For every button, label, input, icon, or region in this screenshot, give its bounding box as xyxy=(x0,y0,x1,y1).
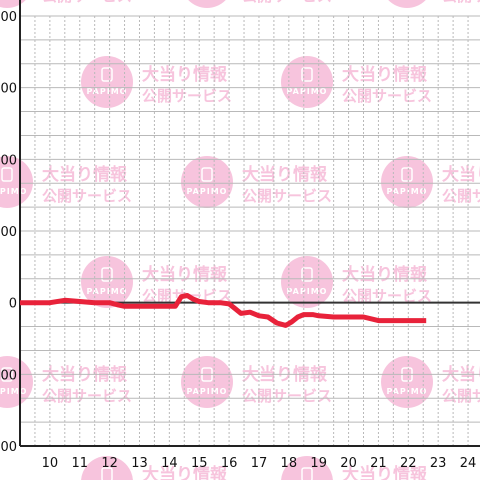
watermark-line2: 公開サービス xyxy=(42,387,132,405)
watermark-line1: 大当り情報 xyxy=(242,164,328,185)
y-tick-label: 0 xyxy=(9,297,17,312)
y-tick-label: -3,000 xyxy=(0,368,17,383)
x-tick-label: 12 xyxy=(101,456,118,471)
watermark-brand: PAPIMO xyxy=(287,87,328,96)
watermark-line2: 公開サービス xyxy=(442,187,480,205)
watermark-line1: 大当り情報 xyxy=(142,464,228,480)
watermark-logo-icon xyxy=(381,156,433,208)
x-tick-label: 17 xyxy=(251,456,268,471)
watermark-line1: 大当り情報 xyxy=(342,64,428,85)
x-tick-label: 13 xyxy=(131,456,148,471)
watermark-line1: 大当り情報 xyxy=(342,264,428,285)
watermark-logo-icon xyxy=(0,0,33,8)
x-tick-labels: 10 11 12 13 14 15 16 17 18 19 20 21 22 23 24 xyxy=(42,456,477,471)
watermark-brand: PAPIMO xyxy=(187,187,228,196)
watermark-logo-icon xyxy=(181,156,233,208)
x-tick-label: 18 xyxy=(281,456,298,471)
watermark-brand: PAPIMO xyxy=(187,387,228,396)
x-tick-label: 11 xyxy=(71,456,88,471)
y-tick-label: 12,000 xyxy=(0,10,17,25)
x-tick-label: 22 xyxy=(400,456,417,471)
y-tick-label: -6,000 xyxy=(0,440,17,455)
watermark-brand: PAPIMO xyxy=(87,87,128,96)
watermark-line2: 公開サービス xyxy=(342,87,432,105)
watermark-brand: PAPIMO xyxy=(0,387,27,396)
watermark-line2: 公開サービス xyxy=(442,0,480,5)
y-tick-label: 9,000 xyxy=(0,82,17,97)
watermark-line2: 公開サービス xyxy=(142,87,232,105)
x-tick-label: 10 xyxy=(42,456,59,471)
watermark-logo-icon xyxy=(181,356,233,408)
watermark-logo-icon xyxy=(181,0,233,8)
x-tick-label: 19 xyxy=(310,456,327,471)
watermark-line2: 公開サービス xyxy=(442,387,480,405)
watermark-logo-icon xyxy=(381,0,433,8)
watermark-brand: PAPIMO xyxy=(387,187,428,196)
watermark-line1: 大当り情報 xyxy=(42,164,128,185)
watermark-line1: 大当り情報 xyxy=(442,164,480,185)
watermark-brand: PAPIMO xyxy=(87,287,128,296)
watermark-line2: 公開サービス xyxy=(242,0,332,5)
watermark-logo-icon xyxy=(381,356,433,408)
x-tick-label: 21 xyxy=(370,456,387,471)
x-tick-label: 14 xyxy=(161,456,178,471)
x-tick-label: 16 xyxy=(221,456,238,471)
y-tick-label: 3,000 xyxy=(0,225,17,240)
x-tick-label: 23 xyxy=(430,456,447,471)
x-tick-label: 15 xyxy=(191,456,208,471)
watermark-line2: 公開サービス xyxy=(42,187,132,205)
watermark-line2: 公開サービス xyxy=(42,0,132,5)
watermark-brand: PAPIMO xyxy=(287,287,328,296)
x-tick-label: 24 xyxy=(460,456,477,471)
watermark-brand: PAPIMO xyxy=(0,187,27,196)
y-tick-label: 6,000 xyxy=(0,153,17,168)
x-tick-label: 20 xyxy=(340,456,357,471)
watermark-brand: PAPIMO xyxy=(387,387,428,396)
